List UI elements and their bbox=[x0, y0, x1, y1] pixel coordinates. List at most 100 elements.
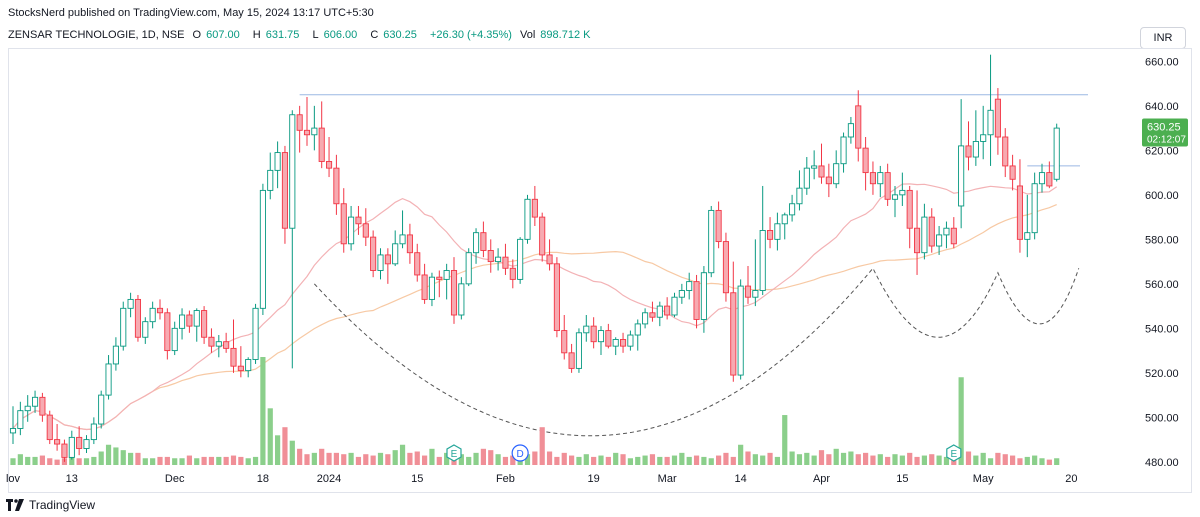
volume-bar bbox=[686, 456, 692, 465]
volume-bar bbox=[436, 456, 442, 465]
candle bbox=[671, 292, 678, 318]
candle bbox=[318, 101, 325, 169]
volume-bar bbox=[613, 452, 619, 465]
candle bbox=[348, 205, 355, 251]
candle-body bbox=[649, 312, 656, 318]
candle bbox=[156, 299, 164, 320]
candle bbox=[17, 401, 24, 436]
volume-bar bbox=[605, 456, 611, 465]
candle bbox=[142, 317, 149, 344]
volume-label: Vol bbox=[520, 29, 536, 41]
candle bbox=[605, 323, 612, 349]
x-tick-label: 15 bbox=[896, 473, 908, 485]
volume-bar bbox=[333, 452, 339, 465]
candle bbox=[752, 239, 759, 307]
candle-body bbox=[759, 229, 766, 291]
moving-average-long bbox=[12, 204, 1057, 431]
volume-bar bbox=[83, 458, 90, 465]
volume-bar bbox=[708, 458, 714, 465]
candle bbox=[39, 392, 46, 422]
candle bbox=[575, 328, 582, 373]
volume-bar bbox=[524, 454, 531, 465]
candle bbox=[384, 248, 391, 284]
low-label: L bbox=[312, 29, 319, 41]
candle-body bbox=[869, 172, 876, 185]
volume-bar bbox=[782, 415, 788, 465]
high-label: H bbox=[252, 29, 261, 41]
volume-bar bbox=[1046, 459, 1052, 465]
candle-body bbox=[318, 127, 325, 162]
candle-body bbox=[61, 443, 68, 458]
volume-bar bbox=[47, 458, 53, 465]
candle bbox=[171, 321, 178, 356]
volume-bar bbox=[363, 454, 369, 465]
candle-body bbox=[943, 227, 950, 236]
candle bbox=[774, 212, 781, 251]
volume-bar bbox=[591, 456, 597, 465]
candle-body bbox=[700, 272, 707, 320]
candle-body bbox=[245, 359, 252, 372]
volume-bar bbox=[32, 456, 38, 465]
volume-bar bbox=[260, 357, 266, 465]
candle bbox=[524, 194, 531, 244]
candle-body bbox=[730, 292, 737, 376]
candle-body bbox=[289, 114, 296, 229]
candle-body bbox=[722, 241, 729, 294]
candle bbox=[656, 301, 663, 327]
candle-body bbox=[98, 394, 105, 425]
candle bbox=[9, 406, 17, 445]
candle bbox=[340, 188, 347, 253]
volume-bar bbox=[973, 455, 979, 465]
event-marker: D bbox=[511, 444, 529, 462]
symbol-name[interactable]: ZENSAR TECHNOLOGIE, 1D, NSE bbox=[8, 29, 185, 41]
candle-body bbox=[326, 161, 333, 169]
candle bbox=[105, 355, 112, 400]
candle bbox=[847, 116, 854, 144]
volume-bar bbox=[899, 455, 905, 465]
candle-body bbox=[370, 236, 377, 271]
volume-bar bbox=[76, 458, 82, 465]
candle bbox=[399, 210, 406, 249]
candle bbox=[24, 395, 31, 422]
volume-bar bbox=[760, 455, 766, 465]
volume-bar bbox=[25, 456, 31, 465]
candle-body bbox=[428, 276, 436, 300]
candle bbox=[818, 143, 825, 184]
volume-bar bbox=[422, 455, 428, 465]
volume-bar bbox=[965, 451, 972, 465]
candle-body bbox=[230, 347, 237, 367]
candle bbox=[686, 272, 693, 300]
candle bbox=[127, 292, 134, 318]
volume-bar bbox=[767, 452, 773, 465]
candle-body bbox=[1031, 183, 1038, 234]
candle-body bbox=[936, 234, 943, 247]
candle bbox=[546, 239, 553, 271]
x-tick-label: 14 bbox=[735, 473, 747, 485]
candle bbox=[789, 194, 796, 222]
volume-bar bbox=[826, 454, 832, 465]
candle-body bbox=[583, 325, 590, 334]
volume-bar bbox=[995, 452, 1001, 465]
volume-bar bbox=[546, 451, 553, 465]
candle-body bbox=[9, 428, 17, 434]
footer: TradingView bbox=[6, 496, 95, 514]
candle bbox=[303, 96, 311, 146]
candle-body bbox=[803, 167, 810, 189]
candle bbox=[68, 430, 75, 460]
volume-bar bbox=[341, 454, 347, 465]
candle-body bbox=[223, 341, 230, 349]
candle bbox=[377, 248, 384, 280]
footer-brand: TradingView bbox=[29, 498, 96, 512]
candle-body bbox=[296, 114, 303, 131]
candle-body bbox=[950, 227, 957, 245]
candle-body bbox=[517, 238, 524, 280]
volume-bar bbox=[664, 456, 670, 465]
volume-bar bbox=[510, 455, 516, 465]
x-tick-label: May bbox=[973, 473, 994, 485]
candle bbox=[362, 208, 369, 247]
candle bbox=[539, 212, 546, 262]
candle-body bbox=[664, 305, 671, 316]
candle bbox=[825, 163, 832, 198]
volume-bar bbox=[738, 444, 744, 465]
